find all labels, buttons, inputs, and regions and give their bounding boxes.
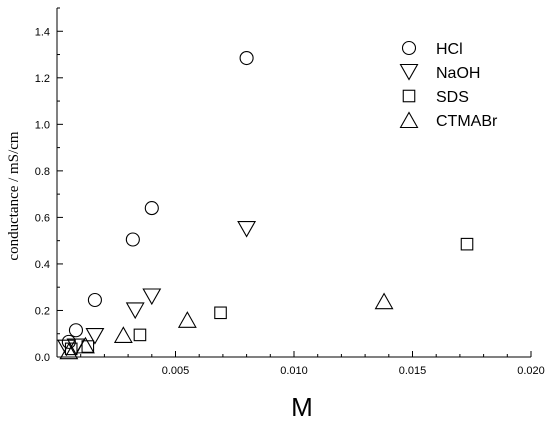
data-point-ctmabr [75,336,95,354]
y-tick-label: 0.8 [35,166,50,178]
series-hcl [61,50,254,349]
data-point-naoh [85,328,105,345]
data-point-ctmabr [374,292,394,310]
legend-marker-hcl [401,40,417,56]
series-ctmabr [59,292,394,360]
y-tick-label: 1.0 [35,119,50,131]
data-point-naoh [237,220,257,238]
legend-label: NaOH [436,65,480,82]
y-tick-label: 0.4 [35,259,50,271]
x-tick-label: 0.010 [280,365,308,377]
y-tick-label: 0.6 [35,212,50,224]
data-points [57,50,474,360]
legend: HCl NaOH SDS CTMABr [399,40,498,130]
data-point-sds [214,306,227,320]
legend-marker-ctmabr [399,111,419,129]
data-point-hcl [239,50,254,66]
legend-label: CTMABr [436,113,498,130]
series-naoh [57,220,257,357]
y-axis-title: conductance / mS/cm [6,131,22,260]
data-point-sds [81,340,95,353]
series-sds [64,237,474,356]
ticks: 0.005 0.010 0.015 0.020 0.0 0.2 0.4 0.6 0.8 1.0 1.… [35,7,545,377]
legend-label: HCl [436,41,463,58]
data-point-hcl [125,232,140,247]
data-point-ctmabr [113,326,133,343]
legend-label: SDS [436,89,469,106]
data-point-hcl [68,323,84,338]
data-point-ctmabr [177,311,197,328]
y-tick-label: 1.4 [35,26,50,38]
y-tick-label: 0.2 [35,305,50,317]
data-point-hcl [144,201,159,216]
data-point-sds [133,328,147,342]
x-axis-title: M [291,392,313,422]
data-point-sds [460,237,474,251]
y-tick-label: 1.2 [35,73,50,85]
legend-marker-sds [402,89,416,103]
x-tick-label: 0.005 [162,365,190,377]
x-tick-label: 0.015 [399,365,427,377]
data-point-hcl [87,292,102,308]
y-tick-label: 0.0 [35,352,50,364]
data-point-hcl [61,334,76,349]
data-point-naoh [125,302,145,320]
legend-marker-naoh [399,63,419,81]
x-tick-label: 0.020 [517,365,545,377]
data-point-ctmabr [59,342,79,360]
data-point-naoh [142,288,162,306]
